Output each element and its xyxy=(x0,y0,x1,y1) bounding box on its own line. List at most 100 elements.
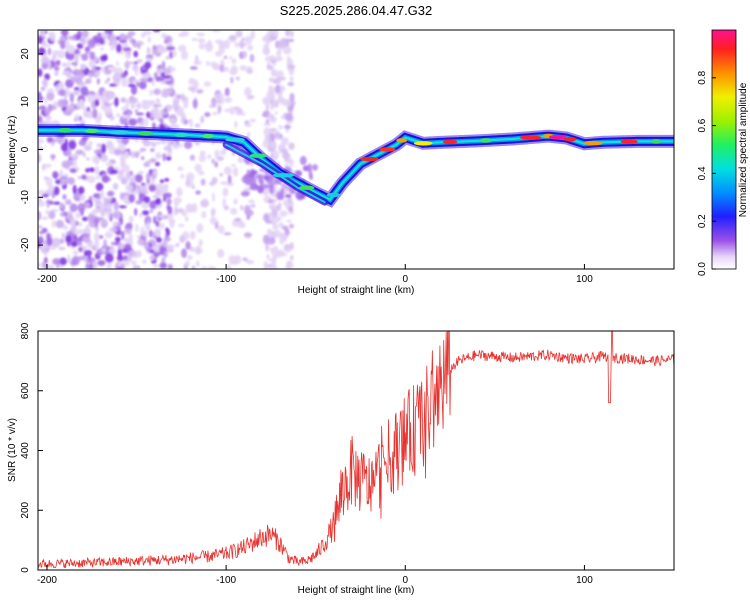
noise-blob xyxy=(235,30,243,38)
noise-blob xyxy=(250,203,256,208)
noise-blob xyxy=(98,36,105,43)
noise-blob xyxy=(289,189,297,195)
noise-blob xyxy=(238,109,242,114)
noise-blob xyxy=(53,186,60,196)
noise-blob xyxy=(58,257,68,266)
noise-blob xyxy=(280,115,285,120)
noise-blob xyxy=(237,157,245,164)
noise-blob xyxy=(278,222,284,228)
noise-blob xyxy=(265,119,270,124)
noise-blob xyxy=(134,207,138,216)
noise-blob xyxy=(125,222,133,230)
noise-blob xyxy=(215,93,225,98)
ridge-hotspot xyxy=(620,139,638,144)
noise-blob xyxy=(145,172,151,181)
noise-blob xyxy=(128,118,138,127)
noise-blob xyxy=(96,78,100,85)
noise-blob xyxy=(150,148,155,152)
noise-blob xyxy=(275,205,280,209)
noise-blob xyxy=(268,203,277,210)
noise-blob xyxy=(128,233,133,242)
noise-blob xyxy=(100,104,107,111)
noise-blob xyxy=(44,96,48,105)
noise-blob xyxy=(104,80,109,84)
noise-blob xyxy=(267,198,275,204)
spectrogram-x-ticks: -200 -100 0 100 xyxy=(37,264,593,285)
spectrogram-y-ticks: -20 -10 0 10 20 xyxy=(20,48,43,252)
noise-blob xyxy=(195,260,200,267)
noise-blob xyxy=(233,198,238,205)
noise-blob xyxy=(43,163,52,168)
noise-blob xyxy=(170,84,175,89)
noise-blob xyxy=(115,61,120,66)
noise-blob xyxy=(181,50,189,60)
noise-blob xyxy=(263,213,270,222)
noise-blob xyxy=(209,181,216,186)
noise-blob xyxy=(101,248,106,253)
noise-blob xyxy=(105,162,114,167)
noise-blob xyxy=(285,99,292,108)
noise-blob xyxy=(159,118,164,126)
noise-blob xyxy=(92,260,98,269)
noise-blob xyxy=(78,255,85,261)
noise-blob xyxy=(81,136,88,141)
noise-blob xyxy=(286,55,291,63)
ridge-hotspot xyxy=(583,140,603,146)
noise-blob xyxy=(174,206,178,216)
spec-y-tick-label: 10 xyxy=(20,96,31,108)
noise-blob xyxy=(123,243,132,252)
noise-blob xyxy=(58,246,66,251)
noise-blob xyxy=(38,95,44,102)
noise-blob xyxy=(277,216,282,221)
noise-blob xyxy=(149,89,154,97)
noise-blob xyxy=(177,166,184,171)
noise-blob xyxy=(51,153,55,161)
noise-blob xyxy=(123,255,129,262)
noise-blob xyxy=(98,95,104,101)
noise-blob xyxy=(45,200,54,204)
noise-blob xyxy=(211,30,221,33)
noise-blob xyxy=(114,236,121,243)
noise-blob xyxy=(269,128,277,132)
noise-blob xyxy=(193,60,203,66)
noise-blob xyxy=(244,176,254,186)
noise-blob xyxy=(268,258,277,262)
noise-blob xyxy=(204,112,211,118)
noise-blob xyxy=(118,40,127,44)
noise-blob xyxy=(158,214,166,218)
noise-blob xyxy=(135,200,143,205)
spec-x-tick-label: 0 xyxy=(402,274,408,285)
noise-blob xyxy=(184,119,188,125)
noise-blob xyxy=(231,58,237,65)
noise-blob xyxy=(289,223,294,229)
noise-blob xyxy=(141,156,145,161)
ridge-hotspot xyxy=(225,137,245,142)
noise-blob xyxy=(146,47,151,54)
ridge-hotspot xyxy=(650,139,662,144)
noise-blob xyxy=(246,66,253,71)
noise-blob xyxy=(60,30,69,37)
noise-blob xyxy=(41,30,46,38)
noise-blob xyxy=(146,221,150,230)
noise-blob xyxy=(109,83,117,87)
noise-blob xyxy=(155,197,162,206)
noise-blob xyxy=(266,64,274,71)
noise-blob xyxy=(244,122,252,128)
noise-blob xyxy=(136,234,142,239)
noise-blob xyxy=(262,183,270,189)
noise-blob xyxy=(82,233,91,243)
noise-blob xyxy=(289,92,295,102)
noise-blob xyxy=(135,223,139,233)
snr-x-ticks: -200 -100 0 100 xyxy=(37,565,593,586)
snr-line xyxy=(38,331,674,569)
noise-blob xyxy=(109,227,118,232)
noise-blob xyxy=(140,119,145,126)
noise-blob xyxy=(265,33,270,42)
noise-blob xyxy=(120,72,127,79)
noise-blob xyxy=(166,46,176,51)
ridge-hotspot xyxy=(108,130,129,135)
noise-blob xyxy=(141,100,150,104)
noise-blob xyxy=(249,53,255,63)
spec-y-tick-label: -20 xyxy=(20,237,31,252)
noise-blob xyxy=(280,148,288,154)
